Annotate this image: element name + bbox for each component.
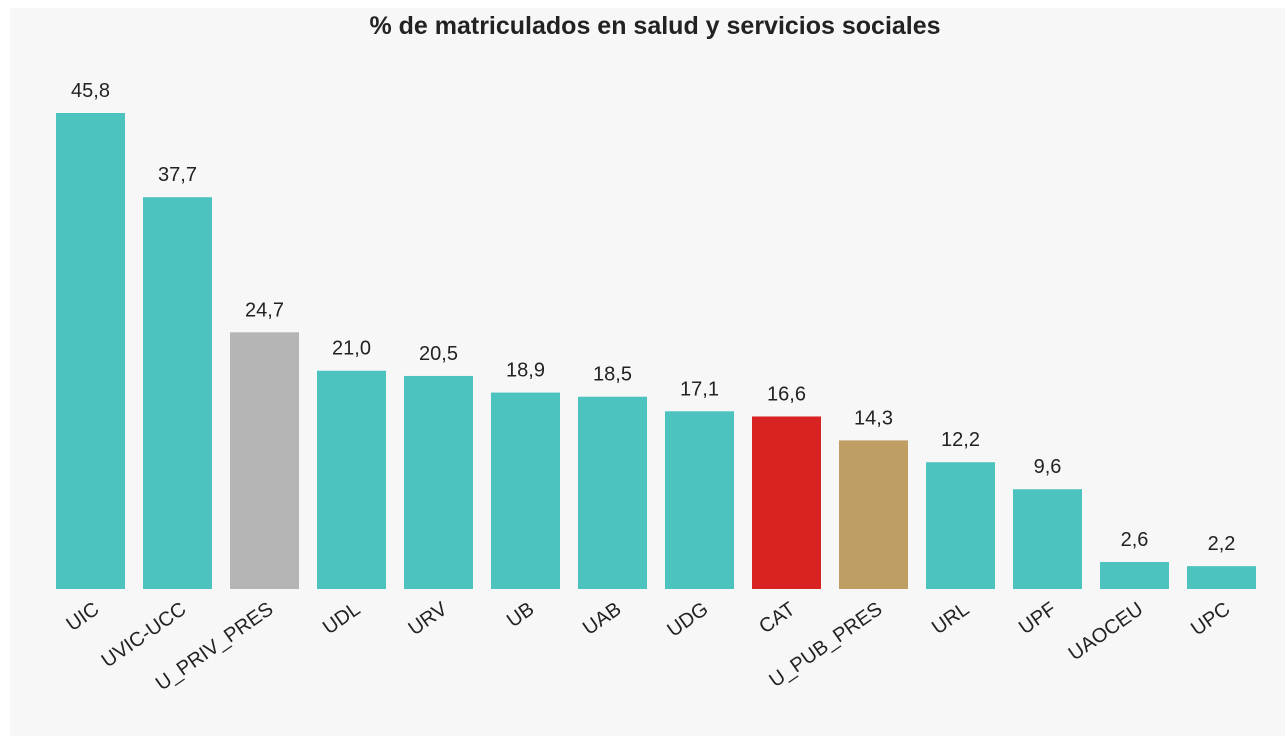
bar bbox=[143, 197, 212, 589]
value-label: 2,6 bbox=[1121, 529, 1149, 551]
bar bbox=[1187, 566, 1256, 589]
value-label: 16,6 bbox=[767, 383, 806, 405]
bar bbox=[752, 416, 821, 589]
bar bbox=[56, 113, 125, 589]
bar bbox=[665, 411, 734, 589]
value-label: 18,5 bbox=[593, 364, 632, 386]
bar bbox=[926, 462, 995, 589]
value-label: 17,1 bbox=[680, 378, 719, 400]
value-label: 12,2 bbox=[941, 429, 980, 451]
background bbox=[10, 8, 1285, 736]
bar bbox=[1100, 561, 1169, 589]
value-label: 14,3 bbox=[854, 407, 893, 429]
value-label: 18,9 bbox=[506, 360, 545, 382]
value-label: 24,7 bbox=[245, 299, 284, 321]
value-label: 20,5 bbox=[419, 343, 458, 365]
value-label: 2,2 bbox=[1208, 533, 1236, 555]
bar bbox=[578, 396, 647, 589]
chart-title: % de matriculados en salud y servicios s… bbox=[369, 12, 940, 40]
bar bbox=[230, 332, 299, 589]
bar bbox=[491, 392, 560, 589]
value-label: 45,8 bbox=[71, 80, 110, 102]
value-label: 9,6 bbox=[1034, 456, 1062, 478]
value-label: 37,7 bbox=[158, 164, 197, 186]
bar bbox=[839, 440, 908, 589]
bar bbox=[1013, 489, 1082, 589]
value-label: 21,0 bbox=[332, 338, 371, 360]
bar bbox=[317, 370, 386, 589]
bar bbox=[404, 375, 473, 589]
